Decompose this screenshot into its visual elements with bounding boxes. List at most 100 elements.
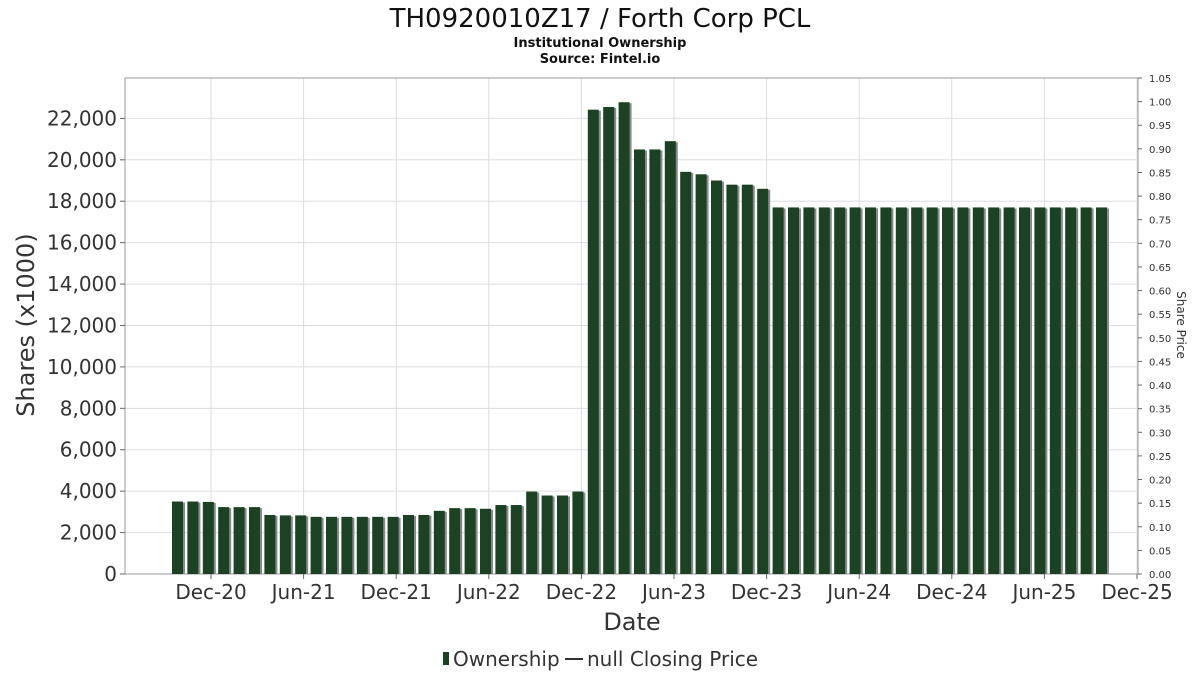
legend-ownership-label: Ownership [453, 647, 560, 671]
y2-tick-label: 1.00 [1149, 98, 1171, 109]
y2-tick-label: 0.15 [1149, 499, 1171, 510]
ownership-bar [957, 207, 969, 574]
ownership-bar [480, 508, 491, 574]
ownership-bar [202, 501, 214, 574]
ownership-bar [464, 508, 476, 574]
x-tick-label: Dec-25 [1101, 580, 1172, 604]
ownership-bar [1049, 207, 1061, 574]
ownership-bar [880, 207, 892, 574]
ownership-bar [895, 207, 907, 574]
ownership-bar [618, 102, 630, 575]
x-tick-label: Dec-24 [916, 580, 987, 604]
ownership-bar [572, 491, 584, 574]
ownership-bar [1019, 207, 1030, 574]
ownership-bar [849, 207, 861, 574]
ownership-bar [387, 516, 399, 574]
ownership-bar [818, 207, 830, 574]
y2-tick-label: 0.80 [1149, 192, 1171, 203]
ownership-bar [264, 514, 276, 574]
ownership-bar [803, 207, 815, 574]
y2-tick-label: 0.25 [1149, 452, 1171, 463]
y2-tick-label: 1.05 [1149, 74, 1171, 85]
y2-tick-label: 0.95 [1149, 121, 1171, 132]
ownership-bar [988, 207, 1000, 574]
y-tick-label: 18,000 [47, 189, 117, 213]
y2-tick-label: 0.55 [1149, 310, 1171, 321]
ownership-bar [557, 495, 568, 574]
y2-tick-label: 0.20 [1149, 476, 1171, 487]
ownership-bars [172, 102, 1109, 575]
ownership-bar [326, 516, 337, 574]
ownership-bar [772, 207, 784, 574]
y-tick-label: 20,000 [47, 148, 117, 172]
ownership-bar [587, 109, 599, 575]
y-tick-label: 14,000 [47, 272, 117, 296]
ownership-bar [1003, 207, 1015, 574]
ownership-bar [680, 171, 692, 575]
y2-tick-label: 0.50 [1149, 334, 1171, 345]
chart-source: Source: Fintel.io [540, 52, 661, 67]
x-tick-label: Jun-25 [1010, 580, 1076, 604]
ownership-bar [1080, 207, 1092, 574]
ownership-bar [356, 516, 368, 574]
ownership-bar [295, 515, 307, 574]
ownership-bar [926, 207, 938, 574]
chart-subtitle: Institutional Ownership [514, 36, 687, 51]
ownership-bar [526, 491, 538, 574]
ownership-bar [449, 508, 461, 574]
ownership-bar [341, 516, 353, 574]
x-tick-label: Dec-22 [546, 580, 617, 604]
ownership-bar [418, 514, 430, 574]
x-tick-label: Jun-22 [455, 580, 521, 604]
y-tick-label: 10,000 [47, 355, 117, 379]
y-tick-label: 16,000 [47, 231, 117, 255]
x-tick-label: Jun-23 [640, 580, 706, 604]
ownership-bar [1034, 207, 1046, 574]
ownership-bar [233, 507, 245, 574]
ownership-bar [510, 505, 522, 574]
y2-tick-label: 0.85 [1149, 168, 1171, 179]
ownership-bar [1096, 207, 1107, 574]
ownership-bar [249, 507, 260, 574]
y2-tick-label: 0.70 [1149, 239, 1171, 250]
y-tick-label: 12,000 [47, 313, 117, 337]
y-tick-label: 0 [104, 562, 117, 586]
legend-price-label: null Closing Price [587, 647, 758, 671]
ownership-bar [541, 495, 553, 574]
ownership-bar [172, 501, 183, 574]
y-tick-label: 4,000 [60, 479, 117, 503]
y2-tick-label: 0.45 [1149, 357, 1171, 368]
ownership-bar [310, 516, 322, 574]
y-tick-label: 8,000 [60, 396, 117, 420]
ownership-bar [495, 505, 507, 574]
ownership-bar [279, 515, 291, 574]
y2-tick-label: 0.30 [1149, 428, 1171, 439]
y2-axis: 0.00 0.05 0.10 0.15 0.20 0.25 0.30 0.35 0.40 0.45… [1138, 74, 1171, 581]
ownership-bar [695, 174, 707, 574]
y2-tick-label: 0.90 [1149, 145, 1171, 156]
y2-tick-label: 0.75 [1149, 216, 1171, 227]
ownership-bar [372, 516, 384, 574]
ownership-bar [403, 514, 414, 574]
y2-tick-label: 0.35 [1149, 405, 1171, 416]
legend: Ownership null Closing Price [443, 647, 758, 671]
y-tick-label: 22,000 [47, 106, 117, 130]
ownership-bar [218, 507, 230, 574]
x-tick-label: Dec-20 [175, 580, 246, 604]
ownership-bar [757, 188, 769, 575]
ownership-bar [911, 207, 923, 574]
ownership-bar [433, 510, 445, 574]
ownership-bar [726, 184, 738, 575]
ownership-bar [187, 501, 199, 574]
ownership-bar [741, 184, 753, 575]
x-tick-label: Dec-23 [731, 580, 802, 604]
x-axis: Dec-20 Jun-21 Dec-21 Jun-22 Dec-22 Jun-23 Dec-… [175, 574, 1173, 604]
y2-tick-label: 0.40 [1149, 381, 1171, 392]
y2-tick-label: 0.05 [1149, 546, 1171, 557]
x-tick-label: Jun-24 [825, 580, 891, 604]
y2-tick-label: 0.60 [1149, 287, 1171, 298]
chart-title: TH0920010Z17 / Forth Corp PCL [389, 4, 811, 34]
legend-ownership-swatch [443, 652, 449, 665]
y2-tick-label: 0.00 [1149, 570, 1171, 581]
